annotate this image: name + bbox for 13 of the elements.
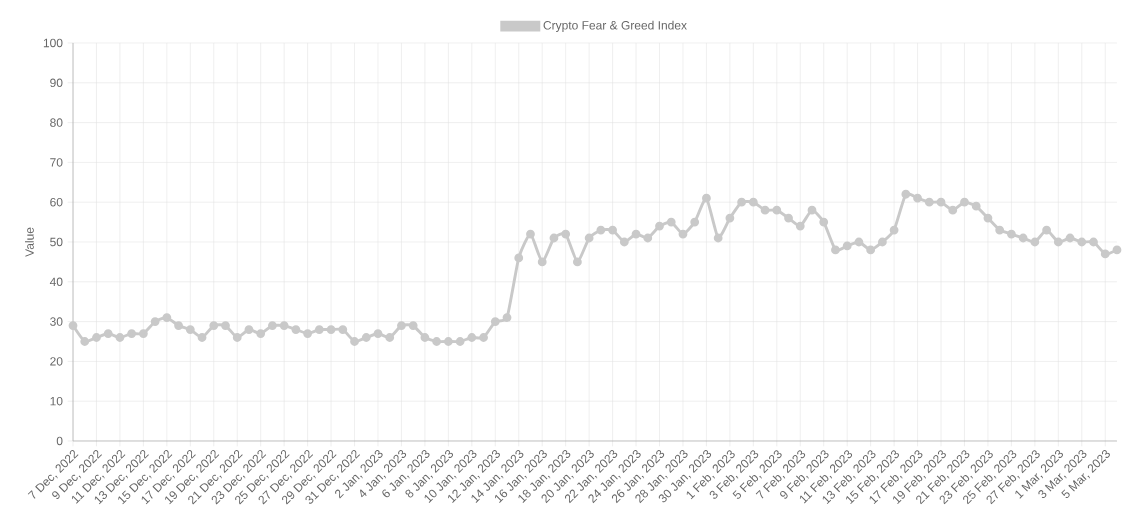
y-tick-label: 20 (50, 357, 63, 366)
y-tick-label: 0 (56, 436, 63, 446)
y-tick-label: 90 (50, 78, 63, 88)
y-tick-label: 40 (49, 277, 63, 287)
legend-label: Crypto Fear & Greed Index (543, 20, 687, 32)
y-tick-label: 30 (50, 317, 63, 326)
y-tick-label: 60 (50, 197, 63, 207)
y-tick-label: 10 (50, 396, 63, 406)
y-tick-label: 100 (43, 38, 63, 48)
y-tick-label: 50 (50, 237, 63, 247)
y-axis-title: Value (24, 227, 34, 257)
y-tick-label: 80 (50, 118, 63, 127)
y-tick-label: 70 (50, 158, 63, 167)
